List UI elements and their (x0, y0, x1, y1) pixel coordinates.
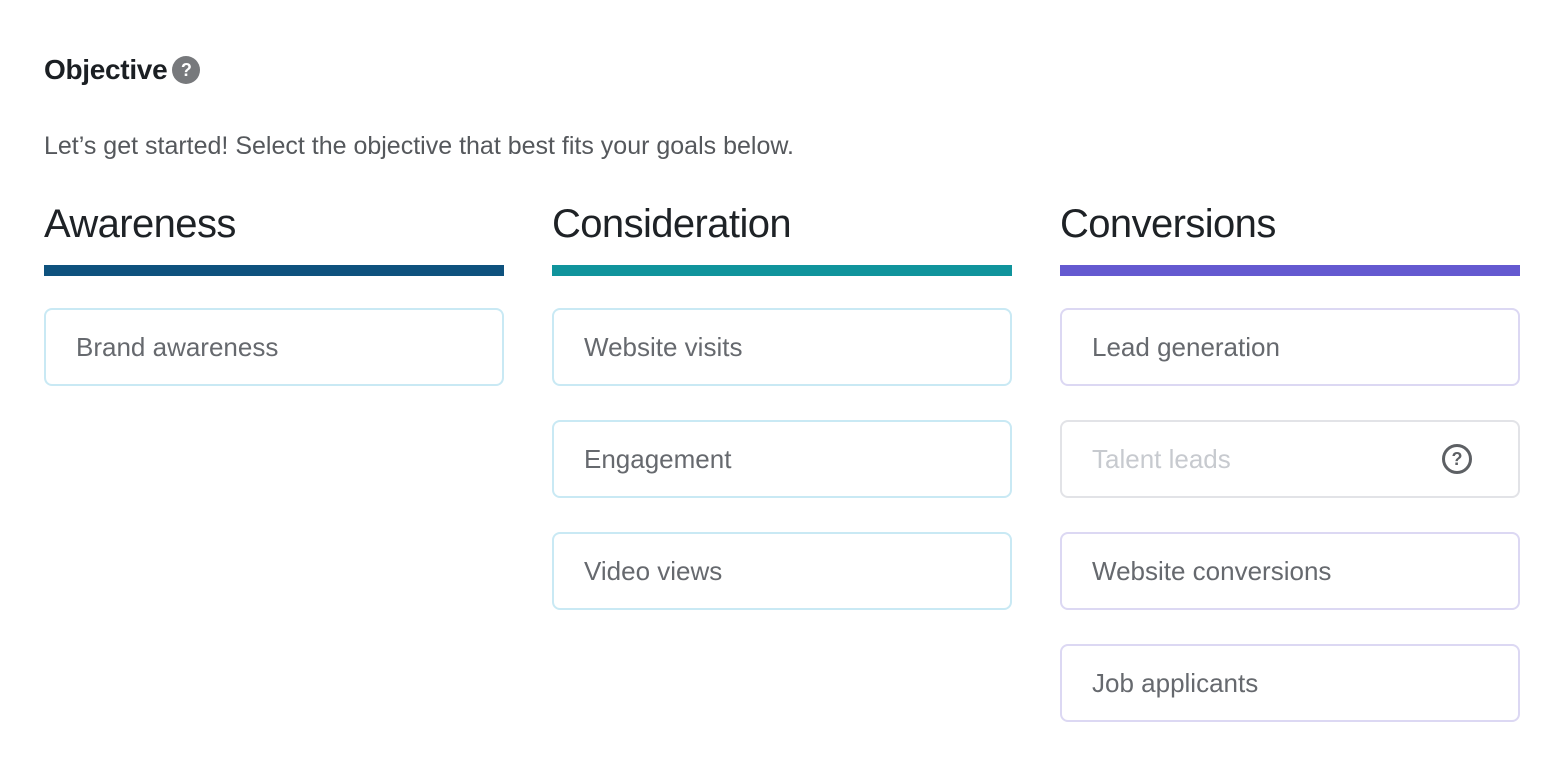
objective-option-label: Lead generation (1092, 331, 1280, 362)
page-title: Objective (44, 54, 168, 85)
objective-column-conversions: Conversions Lead generation Talent leads… (1060, 200, 1520, 722)
objective-option-label: Brand awareness (76, 331, 279, 362)
objective-option-label: Talent leads (1092, 443, 1231, 474)
objective-option-label: Website visits (584, 331, 743, 362)
objective-option-job-applicants[interactable]: Job applicants (1060, 644, 1520, 722)
awareness-accent-bar (44, 265, 504, 276)
objective-option-label: Video views (584, 555, 723, 586)
conversions-accent-bar (1060, 265, 1520, 276)
objective-column-consideration: Consideration Website visits Engagement … (552, 200, 1012, 722)
objective-option-label: Job applicants (1092, 667, 1259, 698)
objective-option-lead-generation[interactable]: Lead generation (1060, 308, 1520, 386)
objective-card-list: Lead generation Talent leads ? Website c… (1060, 308, 1520, 722)
objective-card-list: Brand awareness (44, 308, 504, 386)
objective-columns: Awareness Brand awareness Consideration … (44, 200, 1520, 722)
objective-option-engagement[interactable]: Engagement (552, 420, 1012, 498)
objective-card-list: Website visits Engagement Video views (552, 308, 1012, 610)
objective-option-website-conversions[interactable]: Website conversions (1060, 532, 1520, 610)
objective-option-label: Engagement (584, 443, 732, 474)
objective-option-video-views[interactable]: Video views (552, 532, 1012, 610)
talent-leads-help-icon[interactable]: ? (1442, 444, 1472, 474)
objective-option-brand-awareness[interactable]: Brand awareness (44, 308, 504, 386)
objective-selection-page: Objective ? Let’s get started! Select th… (44, 52, 1520, 722)
page-subtitle: Let’s get started! Select the objective … (44, 132, 794, 160)
column-heading-consideration: Consideration (552, 202, 792, 246)
column-heading-conversions: Conversions (1060, 202, 1276, 246)
consideration-accent-bar (552, 265, 1012, 276)
objective-column-awareness: Awareness Brand awareness (44, 200, 504, 722)
objective-option-label: Website conversions (1092, 555, 1332, 586)
column-heading-awareness: Awareness (44, 202, 236, 246)
objective-option-talent-leads: Talent leads ? (1060, 420, 1520, 498)
objective-help-icon[interactable]: ? (172, 56, 201, 84)
objective-option-website-visits[interactable]: Website visits (552, 308, 1012, 386)
page-title-row: Objective ? (44, 52, 1520, 88)
